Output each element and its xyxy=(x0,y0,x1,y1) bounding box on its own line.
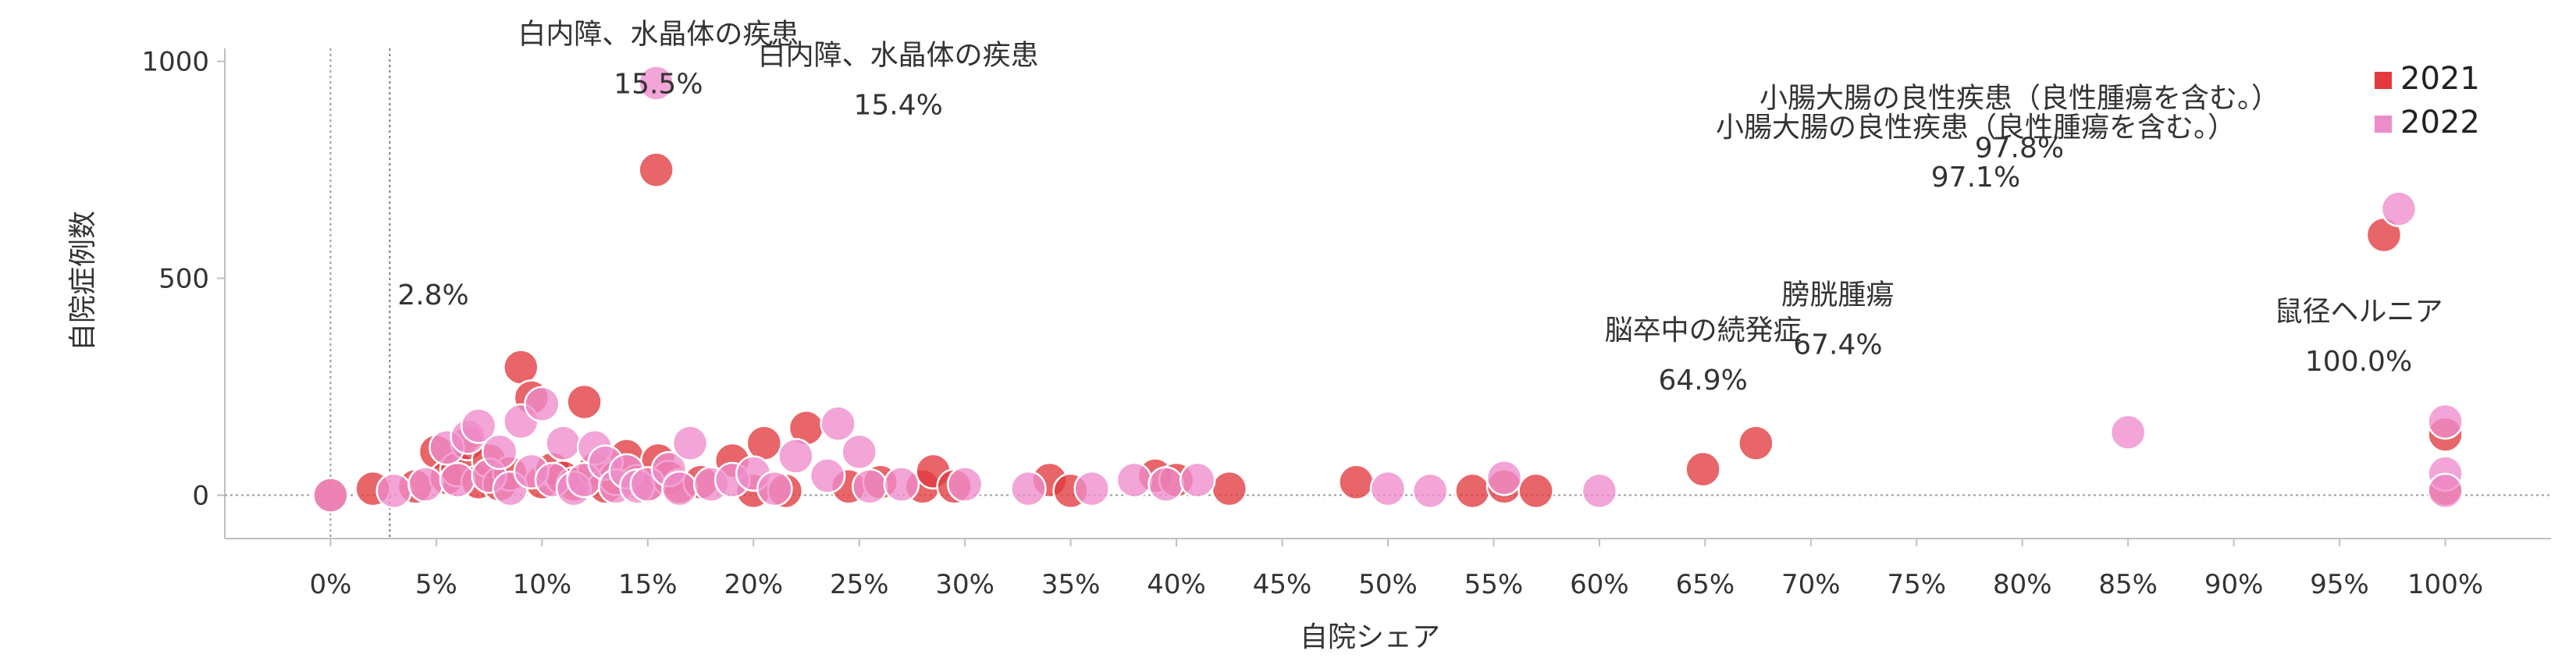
x-tick-label: 45% xyxy=(1253,569,1312,600)
data-point-2022 xyxy=(1411,472,1449,510)
annotation-value-stroke: 64.9% xyxy=(1658,365,1747,397)
x-tick-label: 15% xyxy=(618,569,678,600)
data-point-2022 xyxy=(852,468,888,505)
data-point-2022 xyxy=(820,405,856,442)
data-point-2021 xyxy=(1211,470,1248,507)
data-point-2021 xyxy=(1338,464,1375,501)
x-tick-label: 70% xyxy=(1781,569,1841,600)
axes-layer: 2.8% 0% 5% 10% 15% 20% 25% 30% 35% 40% 45% 50% 55% 60… xyxy=(141,47,2551,600)
annotation-value-cataract-2022: 15.4% xyxy=(853,89,942,121)
points-layer xyxy=(312,65,2464,514)
data-point-2022 xyxy=(883,466,920,503)
annotation-label-small-intestine-2022: 小腸大腸の良性疾患（良性腫瘍を含む。） xyxy=(1759,83,2279,115)
x-tick-label: 10% xyxy=(513,569,572,600)
data-point-2022 xyxy=(809,457,846,494)
data-point-2021 xyxy=(745,425,783,461)
data-point-2022 xyxy=(638,65,674,101)
x-tick-label: 55% xyxy=(1464,569,1524,600)
legend: 2021 2022 xyxy=(2375,61,2480,140)
x-tick-label: 25% xyxy=(830,569,889,600)
x-axis-title: 自院シェア xyxy=(1300,621,1440,653)
data-point-2022 xyxy=(1369,470,1407,507)
x-tick-label: 100% xyxy=(2407,569,2483,600)
y-tick-label: 500 xyxy=(158,264,209,295)
data-point-2022 xyxy=(756,470,793,507)
x-tick-label: 95% xyxy=(2310,569,2369,600)
x-tick-label: 65% xyxy=(1676,569,1735,600)
data-point-2022 xyxy=(1073,470,1110,507)
data-point-2021 xyxy=(566,383,603,421)
data-point-2022 xyxy=(312,477,349,514)
data-point-2021 xyxy=(1454,472,1491,510)
x-tick-label: 60% xyxy=(1570,569,1629,600)
annotation-label-cataract-2022: 白内障、水晶体の疾患 xyxy=(758,39,1039,71)
legend-label-2021: 2021 xyxy=(2400,61,2480,97)
annotation-value-cataract-2021: 15.5% xyxy=(614,69,703,101)
data-point-2021 xyxy=(1517,472,1554,510)
x-tick-label: 85% xyxy=(2098,569,2158,600)
data-point-2022 xyxy=(545,425,582,461)
data-point-2022 xyxy=(671,425,709,461)
x-tick-label: 80% xyxy=(1993,569,2052,600)
annotation-label-small-intestine-2021: 小腸大腸の良性疾患（良性腫瘍を含む。） xyxy=(1716,112,2236,144)
data-point-2021 xyxy=(503,349,539,386)
x-tick-label: 75% xyxy=(1887,569,1946,600)
annotation-value-bladder: 67.4% xyxy=(1793,329,1882,361)
data-point-2022 xyxy=(2427,403,2464,440)
annotation-value-small-intestine-2022: 97.8% xyxy=(1975,133,2064,165)
x-tick-label: 30% xyxy=(935,569,994,600)
data-point-2021 xyxy=(638,151,674,188)
annotation-label-hernia: 鼠径ヘルニア xyxy=(2275,296,2443,328)
data-point-2022 xyxy=(439,461,476,499)
data-point-2022 xyxy=(1147,466,1184,503)
data-point-2022 xyxy=(481,433,518,471)
data-point-2022 xyxy=(661,470,698,507)
x-tick-label: 35% xyxy=(1041,569,1101,600)
y-axis-title: 自院症例数 xyxy=(67,211,99,351)
data-point-2022 xyxy=(841,433,877,471)
x-tick-label: 90% xyxy=(2204,569,2264,600)
data-point-2022 xyxy=(375,472,412,510)
x-tick-label: 5% xyxy=(415,569,457,600)
data-point-2022 xyxy=(524,386,560,422)
data-point-2022 xyxy=(1010,470,1047,507)
data-point-2022 xyxy=(946,466,984,503)
data-point-2022 xyxy=(2427,472,2464,510)
data-point-2022 xyxy=(407,466,444,503)
x-tick-label: 40% xyxy=(1147,569,1206,600)
data-point-2021 xyxy=(1738,425,1774,461)
annotations-layer: 白内障、水晶体の疾患 15.4% 白内障、水晶体の疾患 15.5% 小腸大腸の良性疾患（… xyxy=(518,19,2443,397)
x-tick-label: 50% xyxy=(1358,569,1418,600)
legend-marker-2021 xyxy=(2375,72,2392,89)
data-point-2022 xyxy=(2109,414,2147,451)
legend-marker-2022 xyxy=(2375,116,2392,133)
x-tick-label: 20% xyxy=(724,569,783,600)
x-reference-label: 2.8% xyxy=(397,279,468,311)
annotation-value-small-intestine-2021: 97.1% xyxy=(1931,162,2020,194)
annotation-value-hernia: 100.0% xyxy=(2305,346,2412,378)
y-tick-label: 0 xyxy=(192,480,209,511)
legend-label-2022: 2022 xyxy=(2400,105,2480,140)
data-point-2022 xyxy=(777,438,814,475)
data-point-2022 xyxy=(1581,472,1618,510)
data-point-2022 xyxy=(1485,459,1523,496)
data-point-2022 xyxy=(1115,461,1153,499)
data-point-2022 xyxy=(2380,190,2418,227)
y-tick-label: 1000 xyxy=(141,47,209,78)
data-point-2022 xyxy=(1179,461,1216,499)
data-point-2021 xyxy=(1685,450,1721,488)
annotation-label-bladder: 膀胱腫瘍 xyxy=(1781,279,1894,311)
data-point-2022 xyxy=(460,407,497,444)
annotation-label-stroke: 脳卒中の続発症 xyxy=(1605,315,1802,347)
x-tick-label: 0% xyxy=(309,569,351,600)
annotation-label-cataract-2021: 白内障、水晶体の疾患 xyxy=(518,19,799,51)
